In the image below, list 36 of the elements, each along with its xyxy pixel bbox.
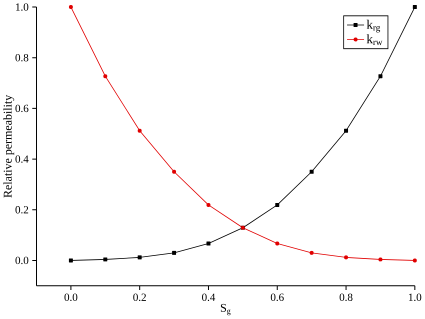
- point: [103, 74, 108, 78]
- x-tick-label: 1.0: [408, 294, 422, 302]
- x-tick-label: 0.8: [340, 294, 352, 302]
- x-tick-label: 0.2: [133, 294, 146, 302]
- y-tick-label: 0.6: [15, 104, 28, 112]
- x-tick-label: 0.0: [64, 294, 78, 302]
- x-tick-label: 0.4: [202, 294, 216, 302]
- y-tick-label: 0.8: [15, 54, 28, 62]
- y-tick-label: 0.4: [15, 156, 29, 164]
- legend-label: k$_{rg}$: [366, 20, 380, 33]
- point: [68, 5, 73, 10]
- x-axis-title: S$_{g}$: [220, 304, 231, 316]
- point: [310, 170, 314, 174]
- point: [412, 5, 417, 10]
- point: [275, 242, 280, 246]
- point: [344, 256, 348, 260]
- point: [378, 258, 382, 262]
- y-tick-label: 0.2: [15, 206, 28, 214]
- point: [138, 128, 142, 133]
- point: [344, 128, 348, 133]
- point: [206, 242, 210, 246]
- point: [172, 170, 176, 174]
- point: [172, 251, 176, 256]
- point: [68, 258, 73, 263]
- legend-label: k$_{rw}$: [366, 34, 382, 46]
- point: [378, 74, 382, 78]
- point: [310, 251, 314, 256]
- y-tick-label: 0.0: [15, 256, 28, 264]
- point: [206, 203, 210, 208]
- point: [103, 258, 108, 262]
- point: [138, 256, 142, 260]
- x-tick-label: 0.6: [270, 294, 284, 302]
- y-axis-title: Relative permeability: [3, 95, 14, 198]
- point: [275, 203, 280, 208]
- point: [412, 258, 417, 263]
- y-tick-label: 1.0: [16, 4, 28, 11]
